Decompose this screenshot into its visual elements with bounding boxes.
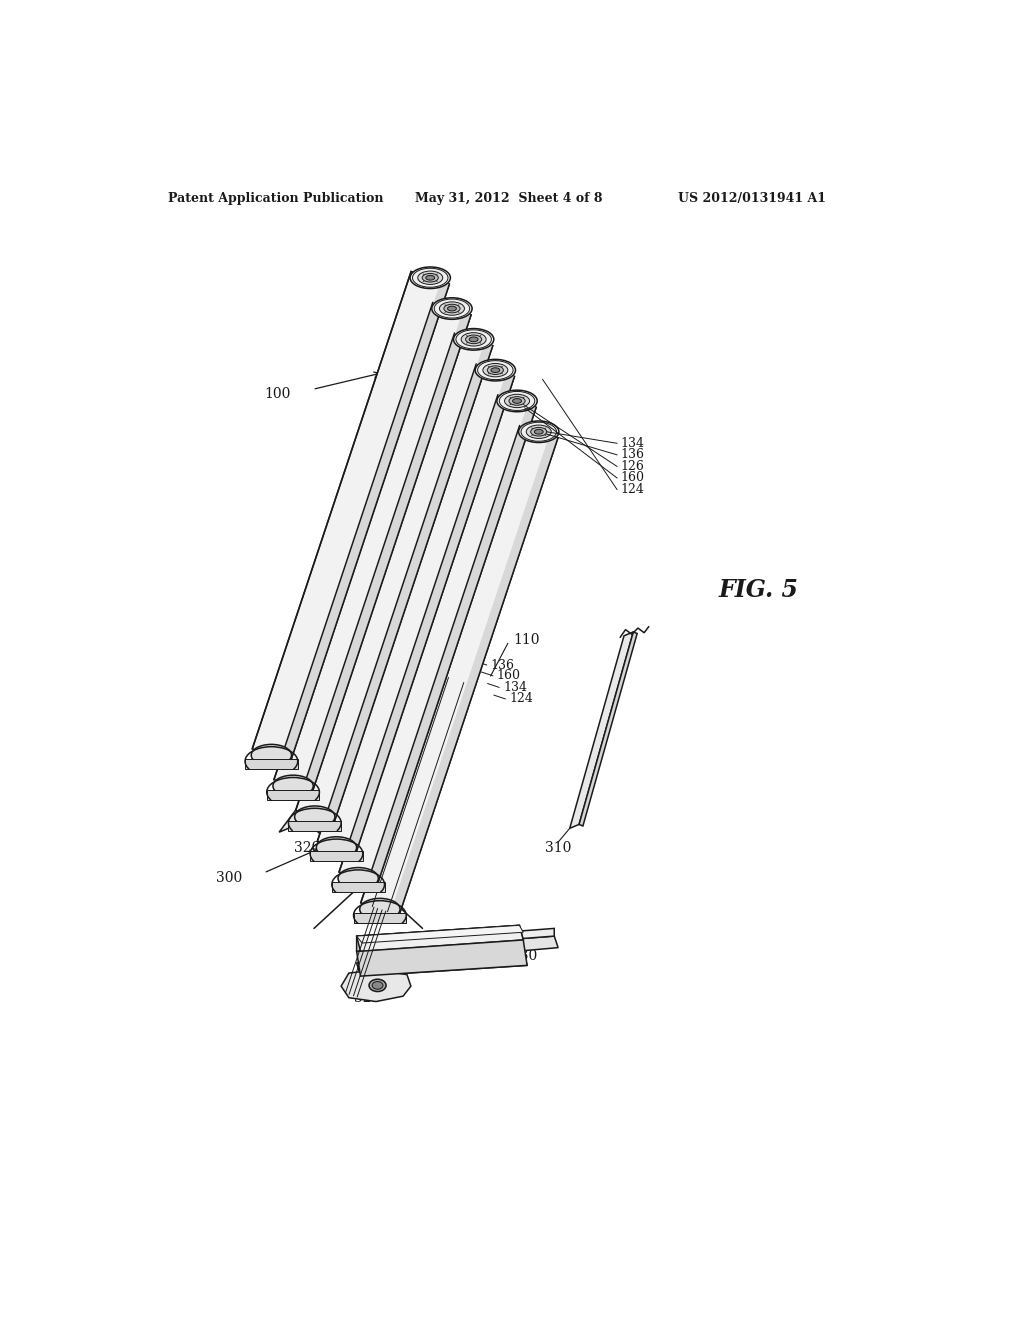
Text: 100: 100 — [264, 387, 291, 401]
Ellipse shape — [461, 333, 486, 346]
Polygon shape — [274, 302, 471, 792]
Ellipse shape — [410, 267, 451, 289]
Polygon shape — [356, 925, 523, 942]
Text: May 31, 2012  Sheet 4 of 8: May 31, 2012 Sheet 4 of 8 — [415, 191, 602, 205]
Polygon shape — [310, 851, 362, 862]
Text: 110: 110 — [513, 634, 540, 647]
Ellipse shape — [535, 429, 543, 434]
Ellipse shape — [338, 867, 378, 890]
Polygon shape — [282, 281, 450, 762]
Ellipse shape — [454, 329, 494, 350]
Ellipse shape — [369, 979, 386, 991]
Polygon shape — [356, 940, 527, 977]
Ellipse shape — [505, 395, 529, 408]
Text: 126: 126 — [621, 459, 645, 473]
Polygon shape — [341, 970, 411, 1002]
Text: 160: 160 — [497, 669, 521, 682]
Ellipse shape — [530, 428, 547, 436]
Ellipse shape — [513, 399, 521, 404]
Polygon shape — [326, 343, 493, 824]
Ellipse shape — [359, 899, 400, 920]
Ellipse shape — [447, 306, 457, 312]
Polygon shape — [356, 925, 523, 952]
Polygon shape — [292, 615, 452, 826]
Polygon shape — [403, 928, 554, 948]
Text: 300: 300 — [216, 871, 243, 886]
Polygon shape — [332, 882, 385, 892]
Ellipse shape — [418, 271, 442, 284]
Ellipse shape — [466, 335, 481, 343]
Ellipse shape — [469, 337, 478, 342]
Text: 330: 330 — [511, 949, 538, 964]
Ellipse shape — [295, 807, 335, 828]
Polygon shape — [356, 925, 527, 977]
Ellipse shape — [483, 363, 508, 376]
Polygon shape — [569, 632, 633, 829]
Ellipse shape — [426, 276, 434, 280]
Polygon shape — [369, 404, 537, 884]
Text: 134: 134 — [621, 437, 645, 450]
Text: 322: 322 — [353, 991, 380, 1005]
Polygon shape — [353, 913, 407, 923]
Polygon shape — [266, 789, 319, 800]
Polygon shape — [289, 821, 341, 830]
Ellipse shape — [443, 304, 460, 313]
Text: 136: 136 — [621, 449, 645, 462]
Text: FIG. 5: FIG. 5 — [719, 578, 799, 602]
Ellipse shape — [316, 837, 356, 858]
Polygon shape — [390, 436, 558, 916]
Polygon shape — [280, 620, 445, 832]
Ellipse shape — [518, 421, 559, 442]
Ellipse shape — [273, 775, 313, 797]
Ellipse shape — [497, 391, 538, 412]
Ellipse shape — [372, 982, 383, 989]
Polygon shape — [347, 374, 514, 854]
Polygon shape — [360, 425, 558, 916]
Text: 124: 124 — [621, 483, 645, 496]
Ellipse shape — [526, 425, 551, 438]
Polygon shape — [579, 632, 637, 826]
Text: 340: 340 — [357, 945, 384, 958]
Ellipse shape — [422, 273, 438, 282]
Polygon shape — [245, 759, 298, 770]
Polygon shape — [252, 272, 450, 762]
Text: 320: 320 — [294, 841, 321, 855]
Polygon shape — [317, 364, 514, 854]
Text: Patent Application Publication: Patent Application Publication — [168, 191, 384, 205]
Text: 160: 160 — [621, 471, 645, 484]
Ellipse shape — [475, 359, 515, 381]
Ellipse shape — [509, 396, 525, 405]
Text: 134: 134 — [503, 681, 527, 694]
Ellipse shape — [487, 366, 504, 375]
Ellipse shape — [432, 298, 472, 319]
Polygon shape — [296, 333, 493, 824]
Ellipse shape — [490, 368, 500, 372]
Ellipse shape — [439, 302, 465, 315]
Text: 136: 136 — [490, 659, 515, 672]
Polygon shape — [339, 395, 537, 884]
Polygon shape — [303, 312, 471, 792]
Text: 310: 310 — [545, 841, 571, 855]
Polygon shape — [403, 936, 558, 961]
Ellipse shape — [251, 744, 292, 766]
Text: US 2012/0131941 A1: US 2012/0131941 A1 — [678, 191, 826, 205]
Text: 124: 124 — [509, 693, 534, 705]
